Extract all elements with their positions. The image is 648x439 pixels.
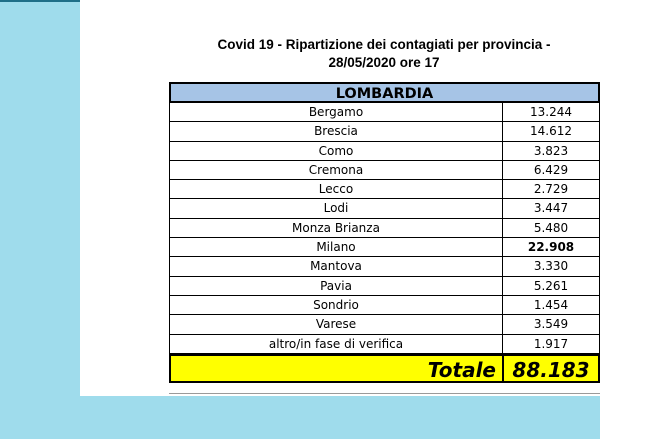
- table-row: Pavia 5.261: [169, 276, 600, 296]
- province-value: 1.917: [533, 336, 569, 351]
- table-row: Brescia 14.612: [169, 122, 600, 142]
- region-header: LOMBARDIA: [169, 82, 600, 103]
- province-name: altro/in fase di verifica: [170, 334, 503, 353]
- province-name: Brescia: [170, 122, 503, 141]
- total-label: Totale: [171, 355, 504, 381]
- province-value: 5.261: [533, 278, 569, 293]
- bottom-divider: [169, 393, 600, 394]
- province-name: Pavia: [170, 276, 503, 295]
- table-row: Cremona 6.429: [169, 160, 600, 181]
- province-name: Lodi: [170, 199, 503, 218]
- table-row: Bergamo 13.244: [169, 103, 600, 123]
- total-row: Totale 88.183: [169, 353, 600, 383]
- table-row: Milano 22.908: [169, 238, 600, 258]
- province-name: Varese: [170, 315, 503, 334]
- bottom-background-panel: [0, 396, 600, 439]
- province-name: Monza Brianza: [170, 218, 503, 238]
- province-name: Bergamo: [170, 103, 503, 122]
- title-line-2: 28/05/2020 ore 17: [328, 55, 440, 70]
- province-value: 22.908: [527, 240, 575, 255]
- province-value: 1.454: [533, 297, 569, 312]
- province-name: Milano: [170, 238, 503, 257]
- province-value: 3.330: [533, 259, 569, 274]
- province-value: 3.549: [533, 317, 569, 332]
- table-row: Varese 3.549: [169, 315, 600, 335]
- table-row: altro/in fase di verifica 1.917: [169, 334, 600, 354]
- province-value: 5.480: [533, 220, 569, 235]
- province-value: 14.612: [530, 124, 572, 139]
- province-value: 3.447: [533, 201, 569, 216]
- table-row: Lecco 2.729: [169, 180, 600, 200]
- table-row: Lodi 3.447: [169, 199, 600, 219]
- province-name: Sondrio: [170, 295, 503, 315]
- province-name: Mantova: [170, 257, 503, 276]
- province-name: Cremona: [170, 160, 503, 180]
- province-value: 13.244: [530, 105, 572, 119]
- province-table: LOMBARDIA Bergamo 13.244 Brescia 14.612 …: [169, 82, 600, 383]
- top-accent-line: [0, 0, 80, 2]
- province-value: 2.729: [533, 182, 569, 197]
- table-row: Mantova 3.330: [169, 257, 600, 277]
- left-background-panel: [0, 0, 80, 439]
- total-value: 88.183: [512, 357, 590, 382]
- province-value: 3.823: [533, 143, 569, 158]
- table-row: Monza Brianza 5.480: [169, 218, 600, 239]
- province-value: 6.429: [533, 162, 569, 177]
- province-name: Como: [170, 141, 503, 160]
- table-row: Sondrio 1.454: [169, 295, 600, 316]
- document-title: Covid 19 - Ripartizione dei contagiati p…: [168, 36, 600, 72]
- province-name: Lecco: [170, 180, 503, 199]
- title-line-1: Covid 19 - Ripartizione dei contagiati p…: [217, 37, 551, 52]
- table-row: Como 3.823: [169, 141, 600, 161]
